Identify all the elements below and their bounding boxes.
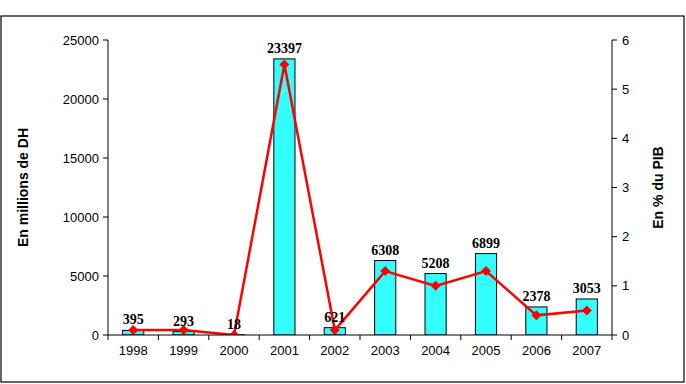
marker bbox=[481, 266, 491, 276]
y2-tick-label: 2 bbox=[622, 229, 629, 244]
y-tick bbox=[103, 158, 108, 159]
y2-tick-label: 3 bbox=[622, 180, 629, 195]
data-label: 3053 bbox=[573, 281, 601, 296]
marker bbox=[431, 281, 441, 291]
y2-tick bbox=[612, 285, 617, 286]
y2-tick-label: 1 bbox=[622, 278, 629, 293]
data-label: 293 bbox=[173, 314, 194, 329]
data-label: 395 bbox=[123, 312, 144, 327]
x-tick-label: 1999 bbox=[169, 343, 198, 358]
y2-tick bbox=[612, 236, 617, 237]
bar bbox=[475, 254, 496, 335]
y2-tick-label: 5 bbox=[622, 82, 629, 97]
y-axis bbox=[108, 40, 109, 335]
x-tick-label: 2006 bbox=[522, 343, 551, 358]
marks bbox=[123, 59, 598, 335]
x-tick-label: 2007 bbox=[572, 343, 601, 358]
y-tick bbox=[103, 276, 108, 277]
y2-tick bbox=[612, 187, 617, 188]
x-tick bbox=[511, 335, 512, 340]
y2-tick-label: 0 bbox=[622, 328, 629, 343]
data-label: 5208 bbox=[422, 256, 450, 271]
x-axis bbox=[108, 335, 612, 336]
y-tick-label: 10000 bbox=[63, 210, 99, 225]
x-tick-label: 2001 bbox=[270, 343, 299, 358]
y-tick-label: 5000 bbox=[70, 269, 99, 284]
y-tick-label: 25000 bbox=[63, 33, 99, 48]
y2-axis bbox=[612, 40, 613, 335]
x-tick bbox=[208, 335, 209, 340]
y-tick bbox=[103, 40, 108, 41]
data-label: 6899 bbox=[472, 236, 500, 251]
line bbox=[133, 65, 587, 335]
bar bbox=[375, 261, 396, 335]
x-tick-label: 2000 bbox=[220, 343, 249, 358]
x-tick bbox=[561, 335, 562, 340]
x-tick-label: 2002 bbox=[320, 343, 349, 358]
x-tick bbox=[309, 335, 310, 340]
x-tick bbox=[410, 335, 411, 340]
y2-tick bbox=[612, 89, 617, 90]
y2-tick-label: 4 bbox=[622, 131, 629, 146]
y2-tick bbox=[612, 138, 617, 139]
chart-frame bbox=[1, 16, 684, 382]
bar bbox=[526, 307, 547, 335]
data-labels: 395 293 18 23397 621 6308 5208 6899 2378 3053 bbox=[123, 41, 601, 332]
marker bbox=[380, 266, 390, 276]
y-tick bbox=[103, 335, 108, 336]
x-tick-label: 2003 bbox=[371, 343, 400, 358]
x-tick-label: 2004 bbox=[421, 343, 450, 358]
y2-tick-label: 6 bbox=[622, 33, 629, 48]
x-tick bbox=[460, 335, 461, 340]
y-tick bbox=[103, 99, 108, 100]
x-tick-label: 1998 bbox=[119, 343, 148, 358]
data-label: 6308 bbox=[371, 243, 399, 258]
y-tick bbox=[103, 217, 108, 218]
data-label: 621 bbox=[324, 310, 345, 325]
data-label: 2378 bbox=[522, 289, 550, 304]
x-tick bbox=[360, 335, 361, 340]
marker bbox=[531, 310, 541, 320]
y-axis-title: En millions de DH bbox=[15, 128, 31, 247]
y2-tick bbox=[612, 335, 617, 336]
marker bbox=[330, 325, 340, 335]
data-label: 23397 bbox=[267, 41, 302, 56]
x-tick bbox=[612, 335, 613, 340]
bar bbox=[576, 299, 597, 335]
y-tick-label: 15000 bbox=[63, 151, 99, 166]
x-tick bbox=[259, 335, 260, 340]
x-tick bbox=[108, 335, 109, 340]
chart-svg: 0 5000 10000 15000 20000 25000 0 1 2 3 4 5 6 En milli… bbox=[0, 0, 686, 384]
marker bbox=[582, 305, 592, 315]
y2-axis-title: En % du PIB bbox=[650, 146, 666, 228]
y-tick-label: 0 bbox=[92, 328, 99, 343]
data-label: 18 bbox=[227, 317, 241, 332]
x-tick bbox=[158, 335, 159, 340]
y-tick-label: 20000 bbox=[63, 92, 99, 107]
y2-tick bbox=[612, 40, 617, 41]
x-tick-label: 2005 bbox=[472, 343, 501, 358]
marker bbox=[279, 60, 289, 70]
chart-container: 0 5000 10000 15000 20000 25000 0 1 2 3 4 5 6 En milli… bbox=[0, 0, 686, 384]
